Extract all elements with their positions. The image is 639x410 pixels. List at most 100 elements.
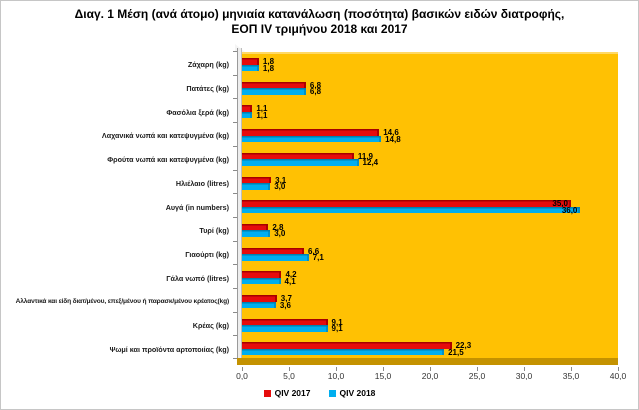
category-label: Αλλαντικά και είδη διατ/μένου, επεξ/μένο… <box>15 298 230 306</box>
x-axis-tick <box>242 367 243 371</box>
x-axis-label: 35,0 <box>562 371 580 381</box>
y-axis-tick <box>233 358 237 359</box>
value-label: 1,1 <box>256 104 268 114</box>
plot-wall <box>237 48 242 358</box>
category-label: Τυρί (kg) <box>199 226 229 236</box>
category-label: Λαχανικά νωπά και κατεψυγμένα (kg) <box>101 131 229 141</box>
value-label: 36,0 <box>561 205 578 215</box>
bar-qiv-2017 <box>242 247 305 255</box>
bar-qiv-2018 <box>242 254 309 261</box>
value-label: 3,1 <box>275 175 287 185</box>
bar-qiv-2018 <box>242 206 581 214</box>
y-axis-tick <box>233 98 237 100</box>
category-label: Ψωμί και προϊόντα αρτοποιίας (kg) <box>109 344 229 354</box>
bar-qiv-2018 <box>242 348 445 356</box>
bar-qiv-2018 <box>242 88 306 95</box>
y-axis-tick <box>233 193 237 195</box>
legend-swatch-qiv2018-icon <box>328 389 336 397</box>
value-label: 21,5 <box>448 347 464 357</box>
x-axis-label: 15,0 <box>374 371 392 381</box>
bar-qiv-2017 <box>242 81 306 89</box>
y-axis-tick <box>233 311 237 313</box>
category-label: Γιαούρτι (kg) <box>185 249 229 259</box>
category-label: Αυγά (in numbers) <box>165 202 229 212</box>
value-label: 14,8 <box>385 134 401 144</box>
value-label: 3,6 <box>279 300 291 310</box>
value-label: 35,0 <box>552 199 568 209</box>
value-label: 4,2 <box>285 270 297 280</box>
bar-qiv-2018 <box>242 64 259 71</box>
value-label: 9,1 <box>331 324 343 334</box>
bar-qiv-2018 <box>242 111 253 119</box>
legend-label-qiv2017: QIV 2017 <box>274 388 311 398</box>
y-axis-tick <box>233 264 237 266</box>
value-label: 3,0 <box>274 229 286 239</box>
legend: QIV 2017 QIV 2018 <box>1 388 638 398</box>
value-label: 11,9 <box>357 151 373 161</box>
category-label: Ηλιέλαιο (litres) <box>175 178 229 188</box>
x-axis-tick <box>289 367 290 371</box>
bar-qiv-2018 <box>242 301 276 308</box>
y-axis-tick <box>233 122 237 124</box>
bar-qiv-2017 <box>242 223 269 231</box>
x-axis-label: 20,0 <box>421 371 439 381</box>
bar-qiv-2017 <box>242 176 272 183</box>
bar-qiv-2018 <box>242 135 382 143</box>
x-axis-tick <box>336 367 337 371</box>
value-label: 6,8 <box>309 80 322 90</box>
bar-qiv-2018 <box>242 277 281 285</box>
bar-qiv-2017 <box>242 342 452 349</box>
bar-qiv-2018 <box>242 159 359 166</box>
y-axis-tick <box>233 335 237 337</box>
bar-qiv-2017 <box>242 295 277 302</box>
x-axis-tick <box>524 367 525 371</box>
legend-item-qiv2017: QIV 2017 <box>263 388 311 398</box>
bar-qiv-2017 <box>242 271 282 278</box>
x-axis-tick <box>571 367 572 371</box>
y-axis-tick <box>233 74 237 76</box>
chart-title-line2: ΕΟΠ IV τριμήνου 2018 και 2017 <box>231 22 408 36</box>
bar-qiv-2018 <box>242 325 328 332</box>
y-axis-tick <box>233 169 237 171</box>
value-label: 1,8 <box>262 63 275 73</box>
y-axis-tick <box>233 145 237 147</box>
value-label: 4,1 <box>284 276 296 286</box>
legend-label-qiv2018: QIV 2018 <box>339 388 376 398</box>
value-label: 3,0 <box>274 182 286 191</box>
bar-qiv-2017 <box>242 58 259 65</box>
category-label: Κρέας (kg) <box>192 321 229 331</box>
bar-qiv-2017 <box>242 105 253 112</box>
bar-qiv-2018 <box>242 230 271 237</box>
value-label: 2,8 <box>272 222 284 232</box>
legend-item-qiv2018: QIV 2018 <box>328 388 376 398</box>
y-axis-tick <box>233 216 237 218</box>
plot-floor <box>237 358 618 365</box>
x-axis-label: 40,0 <box>609 371 627 381</box>
value-label: 14,6 <box>383 128 399 138</box>
category-label: Φρούτα νωπά και κατεψυγμένα (kg) <box>107 155 229 165</box>
category-label: Πατάτες (kg) <box>186 84 229 94</box>
x-axis-label: 5,0 <box>283 371 295 381</box>
x-axis-label: 10,0 <box>327 371 345 381</box>
value-label: 12,4 <box>362 158 379 168</box>
bar-qiv-2017 <box>242 152 354 160</box>
x-axis-tick <box>477 367 478 371</box>
x-axis-label: 30,0 <box>515 371 533 381</box>
value-label: 7,1 <box>312 253 324 263</box>
value-label: 22,3 <box>455 341 472 351</box>
chart-title-line1: Διαγ. 1 Μέση (ανά άτομο) μηνιαία κατανάλ… <box>74 7 565 21</box>
y-axis-tick <box>233 288 237 289</box>
value-label: 9,1 <box>331 317 343 327</box>
value-label: 6,6 <box>308 246 320 256</box>
category-label: Γάλα νωπό (litres) <box>166 273 229 283</box>
y-axis-tick <box>233 240 237 242</box>
bar-qiv-2017 <box>242 129 380 136</box>
bar-qiv-2018 <box>242 183 271 190</box>
y-axis-tick <box>233 51 237 52</box>
x-axis-label: 0,0 <box>236 371 248 381</box>
category-label: Φασόλια ξερά (kg) <box>166 107 229 117</box>
legend-swatch-qiv2017-icon <box>263 389 271 397</box>
value-label: 6,8 <box>309 87 322 97</box>
x-axis-label: 25,0 <box>468 371 486 381</box>
chart-title: Διαγ. 1 Μέση (ανά άτομο) μηνιαία κατανάλ… <box>1 7 638 37</box>
